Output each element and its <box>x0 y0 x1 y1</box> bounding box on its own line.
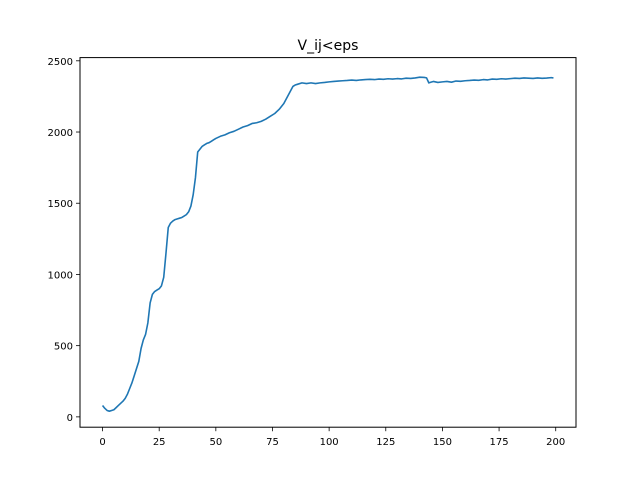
y-tick-label: 1000 <box>48 270 73 281</box>
x-tick-label: 150 <box>433 437 452 448</box>
x-axis: 0 25 50 75 100 125 150 175 200 <box>99 427 565 448</box>
y-tick-label: 2500 <box>48 57 73 68</box>
series-line <box>101 76 554 412</box>
x-tick-label: 100 <box>320 437 339 448</box>
plot-frame <box>79 57 577 428</box>
x-tick-label: 125 <box>376 437 395 448</box>
y-axis: 0 500 1000 1500 2000 2500 <box>48 57 80 424</box>
y-tick-label: 1500 <box>48 199 73 210</box>
x-tick-label: 0 <box>99 437 105 448</box>
x-tick-label: 50 <box>209 437 222 448</box>
series-layer <box>101 76 554 412</box>
x-tick-label: 175 <box>490 437 509 448</box>
chart-title: V_ij<eps <box>298 38 359 54</box>
x-tick-label: 75 <box>266 437 279 448</box>
y-tick-label: 500 <box>54 342 73 353</box>
y-tick-label: 0 <box>67 413 73 424</box>
y-tick-label: 2000 <box>48 128 73 139</box>
x-tick-label: 200 <box>546 437 565 448</box>
x-tick-label: 25 <box>153 437 166 448</box>
